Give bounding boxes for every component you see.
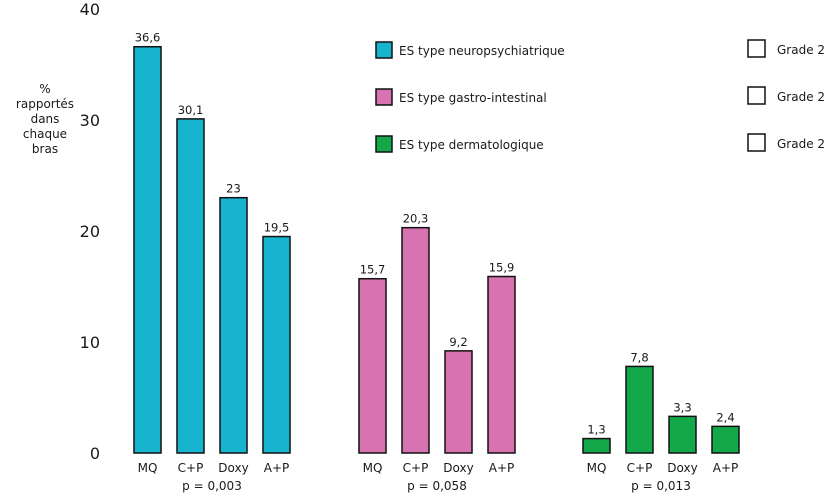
bar xyxy=(487,275,516,454)
legend-label: ES type dermatologique xyxy=(399,138,544,152)
x-tick-label: Doxy xyxy=(667,461,697,475)
bar xyxy=(262,235,291,454)
bar-value-label: 19,5 xyxy=(264,221,290,235)
x-tick-label: Doxy xyxy=(443,461,473,475)
p-value-label: p = 0,058 xyxy=(407,479,467,493)
x-tick-label: MQ xyxy=(587,461,607,475)
y-axis-label-line: rapportés xyxy=(15,97,75,111)
x-tick-label: Doxy xyxy=(218,461,248,475)
y-tick-label: 40 xyxy=(80,0,100,19)
bar-value-label: 2,4 xyxy=(716,410,734,424)
legend-swatch xyxy=(375,88,393,106)
grade-legend-label: Grade 2 xyxy=(777,43,825,57)
legend-label: ES type neuropsychiatrique xyxy=(399,44,565,58)
x-tick-label: C+P xyxy=(403,461,429,475)
p-value-label: p = 0,003 xyxy=(182,479,242,493)
bar-value-label: 15,7 xyxy=(360,263,386,277)
bar-value-label: 20,3 xyxy=(403,212,429,226)
x-tick-label: MQ xyxy=(138,461,158,475)
x-tick-label: C+P xyxy=(627,461,653,475)
bar-value-label: 23 xyxy=(226,182,241,196)
x-tick-label: A+P xyxy=(713,461,739,475)
grade-legend-swatch xyxy=(747,39,766,58)
x-tick-label: MQ xyxy=(363,461,383,475)
legend-label: ES type gastro-intestinal xyxy=(399,91,547,105)
legend-swatch xyxy=(375,135,393,153)
bar-value-label: 1,3 xyxy=(587,423,605,437)
y-axis-label-line: dans xyxy=(30,112,60,126)
grade-legend-swatch xyxy=(747,133,766,152)
bar-value-label: 7,8 xyxy=(630,350,648,364)
x-tick-label: A+P xyxy=(489,461,515,475)
bar-value-label: 15,9 xyxy=(489,261,515,275)
bar xyxy=(444,350,473,454)
bar xyxy=(401,226,430,454)
y-tick-label: 10 xyxy=(80,333,100,352)
x-tick-label: C+P xyxy=(178,461,204,475)
y-tick-label: 20 xyxy=(80,222,100,241)
y-axis-label-line: chaque xyxy=(22,127,68,141)
x-tick-label: A+P xyxy=(264,461,290,475)
bar xyxy=(176,118,205,454)
y-axis-label-line: % xyxy=(39,82,51,96)
bar xyxy=(219,196,248,454)
y-tick-label: 0 xyxy=(90,444,100,463)
p-value-label: p = 0,013 xyxy=(631,479,691,493)
bar-value-label: 36,6 xyxy=(135,31,161,45)
bar xyxy=(358,277,387,454)
bar xyxy=(625,365,654,454)
bar xyxy=(582,437,611,454)
grade-legend-swatch xyxy=(747,86,766,105)
bar-value-label: 9,2 xyxy=(449,335,467,349)
y-axis-label-line: bras xyxy=(31,142,59,156)
grade-legend-label: Grade 2 xyxy=(777,137,825,151)
y-axis-label: % rapportés dans chaque bras xyxy=(14,82,76,157)
bar xyxy=(711,425,740,454)
bar-value-label: 30,1 xyxy=(178,103,204,117)
bar xyxy=(668,415,697,454)
grade-legend-label: Grade 2 xyxy=(777,90,825,104)
y-tick-label: 30 xyxy=(80,111,100,130)
legend-swatch xyxy=(375,41,393,59)
bar-value-label: 3,3 xyxy=(673,400,691,414)
bar xyxy=(133,45,162,454)
